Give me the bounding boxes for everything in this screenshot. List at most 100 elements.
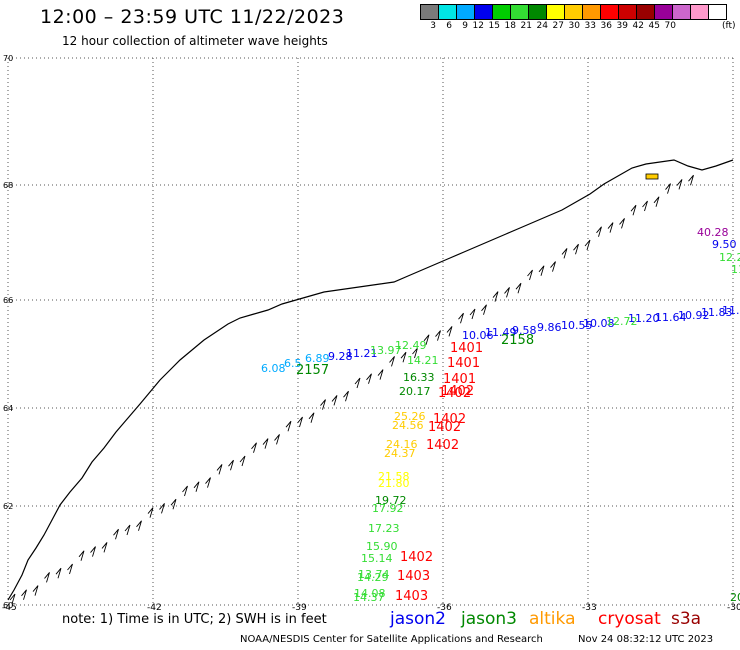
- swh-value: 11.21: [346, 347, 378, 360]
- swh-value: 13.97: [370, 344, 402, 357]
- color-scale-tick: 36: [600, 21, 612, 31]
- longitude-label: -42: [147, 603, 162, 613]
- swh-value: 9.28: [328, 350, 353, 363]
- swh-value: 14.21: [407, 354, 439, 367]
- pass-time: 1402: [433, 412, 466, 427]
- color-scale-tick: 30: [568, 21, 580, 31]
- pass-time: 1401: [447, 356, 480, 371]
- swh-value: 25.26: [394, 410, 426, 423]
- fjord-detail: [619, 218, 625, 229]
- swh-value: 14.29: [357, 571, 389, 584]
- graticule: [7, 57, 734, 606]
- legend-altika: altika: [529, 609, 576, 629]
- fjord-detail: [515, 282, 522, 294]
- latitude-label: 70: [3, 54, 13, 63]
- fjord-detail: [78, 550, 85, 561]
- pass-time-labels: 2157215814011401140114021402140214021402…: [296, 333, 534, 604]
- fjord-detail: [124, 524, 131, 536]
- fjord-detail: [676, 179, 683, 190]
- fjord-detail: [400, 351, 407, 363]
- fjord-detail: [308, 412, 315, 423]
- color-scale-tick: 24: [536, 21, 548, 31]
- swh-value: 10.08: [583, 317, 615, 330]
- legend-s3a: s3a: [671, 609, 702, 629]
- swh-value: 24.37: [384, 447, 416, 460]
- pass-time: 1401: [450, 341, 483, 356]
- fjord-detail: [297, 416, 303, 428]
- fjord-detail: [182, 485, 188, 497]
- swh-value: 17.92: [372, 502, 404, 515]
- coastline: [7, 159, 734, 605]
- fjord-detail: [320, 399, 326, 410]
- fjord-detail: [630, 204, 637, 216]
- color-scale-tick: 27: [552, 21, 564, 31]
- fjord-detail: [274, 434, 280, 445]
- fjord-detail: [193, 481, 200, 492]
- color-scale-tick: 42: [632, 21, 644, 31]
- fjord-detail: [561, 248, 568, 259]
- swh-value: 14.37: [353, 591, 385, 604]
- latitude-label: 66: [3, 296, 13, 305]
- color-scale-tick: 21: [520, 21, 532, 31]
- fjord-detail: [216, 464, 223, 475]
- pass-time: 1402: [426, 438, 459, 453]
- fjord-detail: [32, 585, 39, 596]
- swh-value: 24.16: [386, 438, 418, 451]
- color-scale-tick: 9: [462, 21, 468, 31]
- credit-line: NOAA/NESDIS Center for Satellite Applica…: [240, 634, 543, 645]
- swh-value: 9.50: [712, 238, 737, 251]
- fjord-detail: [538, 265, 545, 276]
- fjord-detail: [9, 593, 16, 605]
- pass-time: 2158: [501, 333, 534, 348]
- fjord-detail: [159, 503, 165, 514]
- swh-value: 17.23: [368, 522, 400, 535]
- fjord-detail: [389, 356, 395, 367]
- latitude-label: 60: [3, 601, 13, 610]
- fjord-detail: [550, 261, 556, 272]
- swh-value: 20: [730, 591, 740, 604]
- longitude-label: -36: [437, 603, 452, 613]
- swh-value: 14.08: [354, 587, 386, 600]
- footer-note: note: 1) Time is in UTC; 2) SWH is in fe…: [62, 612, 327, 627]
- swh-value: 11: [731, 263, 740, 276]
- fjord-detail: [101, 542, 108, 553]
- swh-value: 16.33: [403, 371, 435, 384]
- fjord-detail: [423, 334, 430, 345]
- fjord-detail: [55, 567, 62, 579]
- swh-value: 19.72: [375, 494, 407, 507]
- swh-value: 6.89: [305, 352, 330, 365]
- longitude-label: -39: [292, 603, 307, 613]
- fjord-detail: [596, 226, 602, 237]
- ice-patch: [645, 173, 659, 180]
- color-scale-tick: 33: [584, 21, 596, 31]
- fjord-detail: [584, 239, 591, 251]
- fjord-detail: [688, 174, 694, 186]
- fjord-detail: [251, 442, 257, 453]
- legend-jason3: jason3: [461, 609, 517, 629]
- fjord-detail: [21, 589, 27, 600]
- color-scale: 3 6 9 12 15 18 21 24 27 30 33 36 39 42 45 70 (ft): [420, 4, 736, 31]
- swh-value: 9.58: [512, 324, 537, 337]
- swh-value: 10.92: [678, 309, 710, 322]
- axis-labels: 70 68 66 64 62 60-45 -42 -39 -36 -33 -30: [2, 54, 740, 613]
- pass-time: 1402: [438, 386, 471, 401]
- fjord-detail: [147, 507, 154, 518]
- swh-value: 11.4: [722, 304, 740, 317]
- pass-time: 1402: [428, 420, 461, 435]
- color-scale-tick: 45: [648, 21, 660, 31]
- swh-value: 11.20: [628, 312, 660, 325]
- fjord-detail: [481, 304, 487, 315]
- swh-value: 12.72: [606, 315, 638, 328]
- swh-value: 11.64: [655, 311, 687, 324]
- greenland-coast: [7, 159, 734, 601]
- map-subtitle: 12 hour collection of altimeter wave hei…: [62, 34, 328, 48]
- color-scale-labels: 3 6 9 12 15 18 21 24 27 30 33 36 39 42 45 70: [420, 21, 726, 31]
- fjord-detail: [492, 291, 499, 302]
- color-scale-tick: 3: [430, 21, 436, 31]
- swh-value: 11.49: [485, 326, 517, 339]
- color-scale-tick: 15: [488, 21, 500, 31]
- swh-value: 12.2: [719, 251, 740, 264]
- latitude-label: 62: [3, 502, 13, 511]
- fjord-detail: [653, 196, 660, 207]
- fjord-detail: [67, 563, 73, 575]
